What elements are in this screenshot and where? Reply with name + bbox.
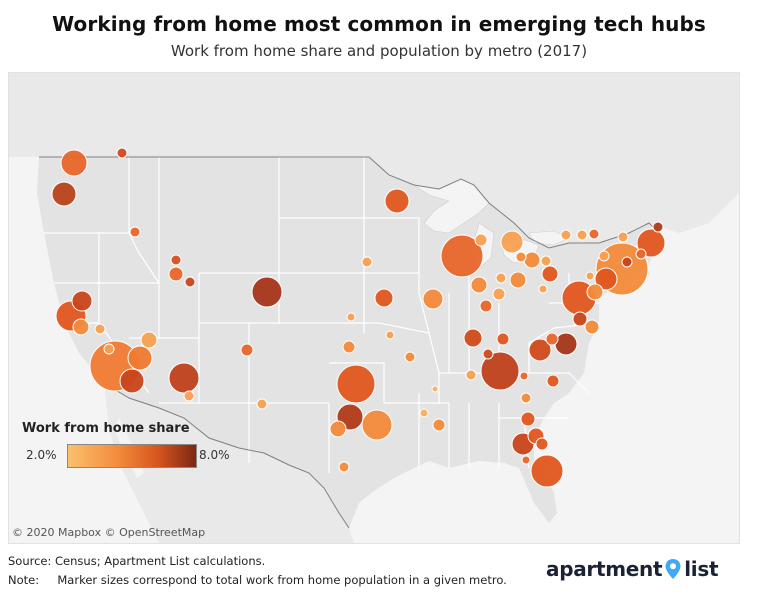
metro-marker[interactable]: [617, 231, 629, 243]
metro-marker[interactable]: [652, 221, 664, 233]
metro-marker[interactable]: [576, 229, 588, 241]
metro-marker[interactable]: [540, 255, 552, 267]
metro-marker[interactable]: [419, 408, 429, 418]
metro-marker[interactable]: [470, 276, 488, 294]
metro-marker[interactable]: [509, 271, 527, 289]
logo-text-apartment: apartment: [546, 557, 663, 581]
metro-marker[interactable]: [496, 332, 510, 346]
metro-marker[interactable]: [528, 338, 552, 362]
metro-marker[interactable]: [256, 398, 268, 410]
metro-marker[interactable]: [72, 318, 90, 336]
canada-land: [9, 73, 739, 248]
metro-marker[interactable]: [384, 188, 410, 214]
metro-marker[interactable]: [588, 228, 600, 240]
chart-subtitle: Work from home share and population by m…: [170, 42, 588, 60]
metro-marker[interactable]: [520, 411, 536, 427]
metro-marker[interactable]: [51, 181, 77, 207]
metro-marker[interactable]: [479, 299, 493, 313]
legend-max-label: 8.0%: [199, 448, 230, 462]
metro-marker[interactable]: [586, 283, 604, 301]
metro-marker[interactable]: [545, 332, 559, 346]
metro-marker[interactable]: [374, 288, 394, 308]
chart-title: Working from home most common in emergin…: [52, 12, 706, 36]
metro-marker[interactable]: [541, 265, 559, 283]
metro-marker[interactable]: [480, 351, 520, 391]
metro-marker[interactable]: [346, 312, 356, 322]
metro-marker[interactable]: [474, 233, 488, 247]
metro-marker[interactable]: [538, 284, 548, 294]
metro-marker[interactable]: [585, 271, 595, 281]
metro-marker[interactable]: [519, 371, 529, 381]
metro-marker[interactable]: [251, 276, 283, 308]
metro-marker[interactable]: [546, 374, 560, 388]
map-canvas[interactable]: [8, 72, 740, 544]
metro-marker[interactable]: [183, 390, 195, 402]
legend-color-scale: [67, 444, 197, 468]
marker-size-note: Note: Marker sizes correspond to total w…: [8, 573, 507, 587]
metro-marker[interactable]: [465, 369, 477, 381]
metro-marker[interactable]: [336, 364, 376, 404]
metro-marker[interactable]: [523, 251, 541, 269]
metro-marker[interactable]: [492, 287, 506, 301]
metro-marker[interactable]: [515, 251, 527, 263]
metro-marker[interactable]: [168, 266, 184, 282]
metro-marker[interactable]: [404, 351, 416, 363]
metro-marker[interactable]: [500, 230, 524, 254]
metro-marker[interactable]: [184, 276, 196, 288]
legend-min-label: 2.0%: [26, 448, 57, 462]
metro-marker[interactable]: [463, 328, 483, 348]
source-note: Source: Census; Apartment List calculati…: [8, 554, 266, 568]
mexico-border: [103, 382, 350, 529]
metro-marker[interactable]: [635, 248, 647, 260]
metro-marker[interactable]: [521, 455, 531, 465]
metro-marker[interactable]: [119, 368, 145, 394]
metro-marker[interactable]: [140, 331, 158, 349]
metro-marker[interactable]: [71, 290, 93, 312]
metro-marker[interactable]: [94, 323, 106, 335]
metro-marker[interactable]: [431, 385, 439, 393]
metro-marker[interactable]: [361, 409, 393, 441]
metro-markers: [51, 147, 666, 488]
metro-marker[interactable]: [520, 392, 532, 404]
metro-marker[interactable]: [594, 267, 618, 291]
metro-marker[interactable]: [127, 345, 153, 371]
great-lakes: [413, 178, 570, 269]
metro-marker[interactable]: [584, 319, 600, 335]
metro-marker[interactable]: [482, 348, 494, 360]
metro-marker[interactable]: [530, 454, 564, 488]
metro-marker[interactable]: [440, 234, 484, 278]
logo-text-list: list: [684, 557, 719, 581]
metro-marker[interactable]: [361, 256, 373, 268]
metro-marker[interactable]: [168, 362, 200, 394]
metro-marker[interactable]: [432, 418, 446, 432]
metro-marker[interactable]: [129, 226, 141, 238]
metro-marker[interactable]: [621, 256, 633, 268]
map-pin-icon: [665, 559, 681, 579]
metro-marker[interactable]: [103, 343, 115, 355]
country-border: [39, 156, 665, 249]
apartment-list-logo[interactable]: apartment list: [546, 557, 719, 581]
metro-marker[interactable]: [385, 330, 395, 340]
metro-marker[interactable]: [329, 420, 347, 438]
metro-marker[interactable]: [598, 250, 610, 262]
mexico-land: [104, 383, 354, 543]
metro-marker[interactable]: [338, 461, 350, 473]
metro-marker[interactable]: [170, 254, 182, 266]
metro-marker[interactable]: [342, 340, 356, 354]
metro-marker[interactable]: [535, 437, 549, 451]
metro-marker[interactable]: [560, 229, 572, 241]
metro-marker[interactable]: [60, 149, 88, 177]
metro-marker[interactable]: [422, 288, 444, 310]
base-map: [9, 73, 739, 543]
metro-marker[interactable]: [572, 311, 588, 327]
metro-marker[interactable]: [495, 272, 507, 284]
map-attribution[interactable]: © 2020 Mapbox © OpenStreetMap: [12, 526, 206, 539]
metro-marker[interactable]: [116, 147, 128, 159]
metro-marker[interactable]: [240, 343, 254, 357]
legend-title: Work from home share: [22, 421, 190, 436]
metro-marker[interactable]: [554, 332, 578, 356]
